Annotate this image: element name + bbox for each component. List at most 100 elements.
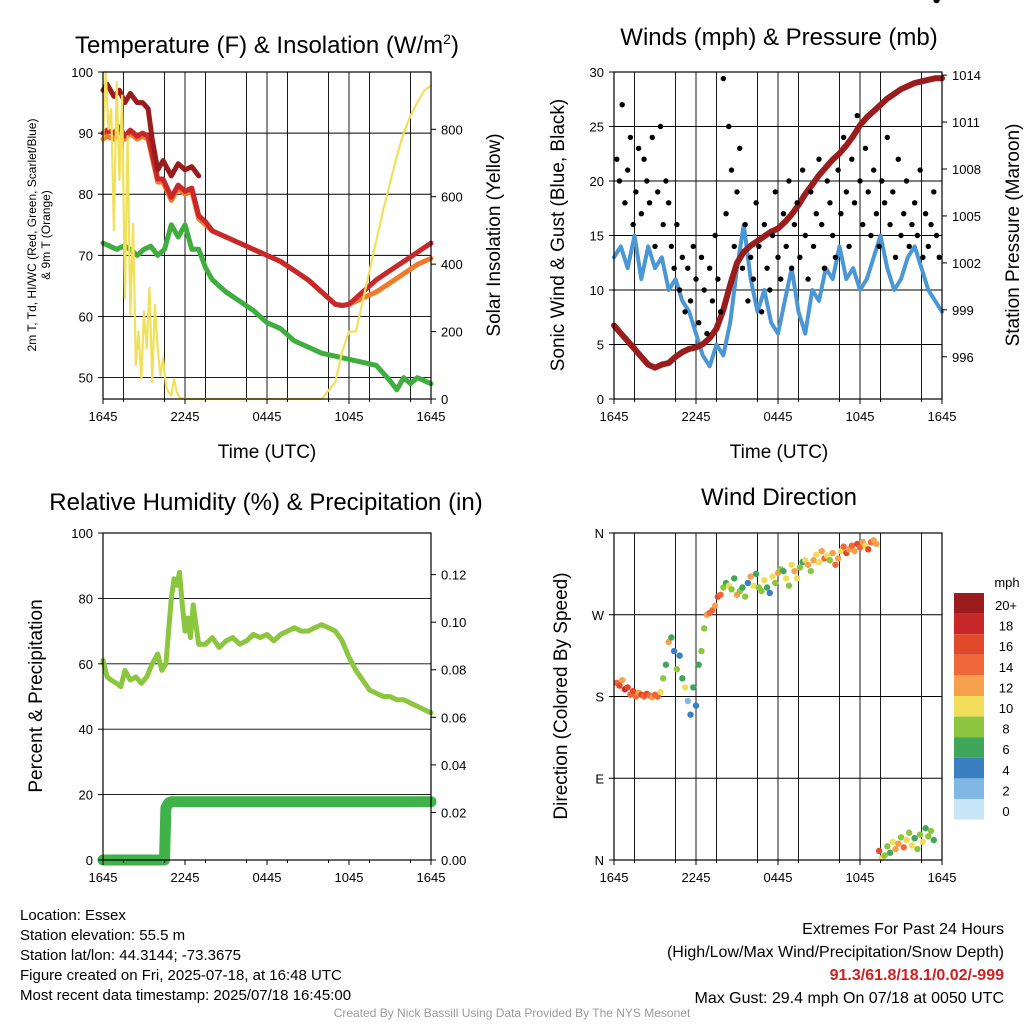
- gust-point: [936, 254, 942, 260]
- temperature-panel: Temperature (F) & Insolation (W/m2) 50 60…: [25, 31, 505, 463]
- direction-point: [783, 575, 790, 582]
- x-tick-label: 2245: [171, 409, 200, 424]
- legend-label: 14: [999, 660, 1013, 675]
- direction-point: [695, 661, 702, 668]
- gust-point: [745, 298, 751, 304]
- direction-point: [897, 834, 905, 841]
- gust-point: [679, 254, 686, 260]
- gust-point: [911, 200, 918, 206]
- direction-point: [679, 675, 686, 682]
- gust-point: [846, 243, 852, 250]
- series-relative-humidity: [100, 569, 434, 716]
- gust-point: [794, 200, 800, 206]
- y2-tick-label: 999: [952, 303, 974, 318]
- x-tick-label: 1045: [335, 409, 364, 424]
- direction-point: [927, 827, 935, 835]
- series-sonic-wind: [612, 222, 944, 369]
- legend-swatch: [954, 737, 984, 758]
- gust-point: [854, 112, 860, 119]
- y-tick-label: 80: [79, 187, 93, 202]
- direction-point: [673, 666, 681, 673]
- direction-point: [742, 593, 749, 600]
- info-elevation: Station elevation: 55.5 m: [20, 927, 186, 944]
- credit-line: Created By Nick Bassill Using Data Provi…: [333, 1006, 691, 1020]
- speed-legend: 20+ 18 16 14 12 10 8 6 4 2 0: [954, 593, 1017, 820]
- x-tick-label: 2245: [682, 870, 711, 885]
- y-tick-label: 50: [79, 371, 93, 386]
- direction-point: [616, 682, 623, 689]
- direction-point: [881, 852, 888, 859]
- gust-point: [808, 189, 814, 195]
- gust-point: [668, 243, 675, 250]
- legend-label: 6: [1002, 742, 1009, 757]
- direction-point: [832, 561, 839, 568]
- temperature-x-ticks: 1645 2245 0445 1045 1645: [89, 399, 445, 424]
- gust-point: [657, 123, 664, 130]
- gust-point: [644, 178, 650, 184]
- y2-tick-label: 1011: [952, 115, 980, 130]
- gust-point: [652, 243, 658, 250]
- direction-point: [761, 577, 768, 584]
- extremes-title: Extremes For Past 24 Hours: [802, 921, 1004, 938]
- direction-point: [807, 567, 814, 575]
- y-tick-label: 70: [79, 248, 93, 263]
- gust-point: [712, 232, 718, 239]
- gust-point: [641, 156, 647, 162]
- direction-point: [796, 564, 804, 571]
- direction-point: [772, 579, 779, 587]
- direction-point: [780, 567, 787, 575]
- gust-point: [693, 276, 699, 282]
- gust-point: [715, 276, 721, 282]
- direction-point: [884, 843, 891, 850]
- y2-tick-label: 200: [441, 325, 463, 340]
- direction-point: [785, 582, 793, 589]
- y2-tick-label: 800: [441, 122, 463, 137]
- direction-point: [744, 579, 752, 587]
- gust-point: [873, 211, 880, 217]
- gust-point: [720, 75, 727, 82]
- y-tick-label: N: [595, 526, 604, 541]
- extremes-subtitle: (High/Low/Max Wind/Precipitation/Snow De…: [666, 944, 1004, 961]
- temperature-y2-label: Solar Insolation (Yellow): [484, 133, 505, 336]
- direction-point: [763, 584, 771, 591]
- gust-point: [685, 265, 691, 271]
- extremes-box: Extremes For Past 24 Hours (High/Low/Max…: [667, 918, 1004, 1010]
- gust-point: [860, 221, 866, 228]
- y-tick-label: E: [595, 771, 604, 786]
- direction-point: [873, 540, 880, 548]
- gust-point: [832, 254, 839, 260]
- gust-point: [698, 254, 705, 260]
- temperature-title: Temperature (F) & Insolation (W/m2): [75, 31, 459, 59]
- x-tick-label: 1645: [928, 870, 957, 885]
- gust-point: [747, 254, 754, 260]
- gust-point: [734, 189, 740, 195]
- y2-tick-label: 0.00: [441, 853, 466, 868]
- y2-tick-label: 1005: [952, 209, 981, 224]
- gust-point: [914, 232, 921, 239]
- gust-point: [802, 232, 809, 239]
- direction-series: [613, 0, 940, 862]
- temperature-y2-ticks: 0 200 400 600 800: [431, 122, 463, 407]
- gust-point: [660, 221, 666, 228]
- direction-point: [690, 684, 697, 691]
- y-tick-label: 20: [79, 788, 93, 803]
- gust-point: [843, 189, 850, 195]
- legend-swatch: [954, 675, 984, 696]
- x-tick-label: 0445: [764, 409, 793, 424]
- direction-point: [769, 573, 776, 580]
- direction-point: [919, 838, 927, 846]
- gust-point: [682, 309, 688, 315]
- direction-point: [815, 558, 823, 566]
- y2-tick-label: 996: [952, 350, 974, 365]
- y-tick-label: 20: [590, 174, 604, 189]
- gust-point: [884, 134, 891, 141]
- direction-point: [826, 557, 834, 564]
- gust-point: [723, 211, 729, 217]
- gust-point: [731, 243, 737, 250]
- legend-label: 0: [1002, 804, 1009, 819]
- gust-point: [646, 200, 653, 206]
- direction-point: [684, 697, 691, 705]
- gust-point: [772, 189, 778, 195]
- y-tick-label: 15: [590, 229, 604, 244]
